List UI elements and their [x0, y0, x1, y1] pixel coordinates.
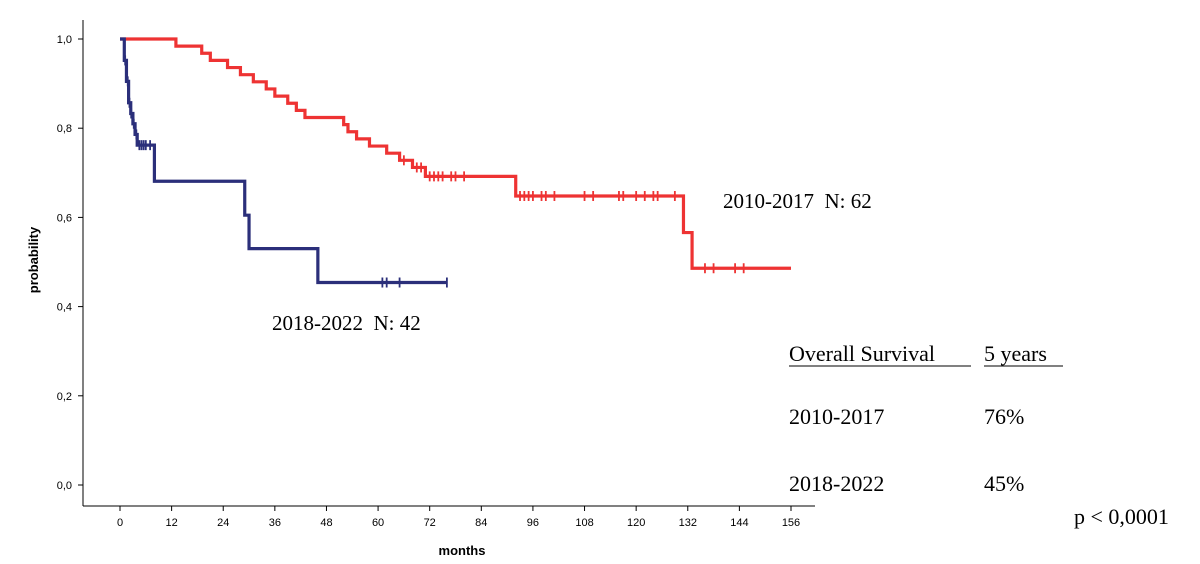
table-row2-value: 45% — [984, 471, 1024, 496]
series-1 — [120, 37, 448, 288]
x-tick-label: 24 — [217, 517, 229, 529]
x-tick-label: 96 — [527, 517, 539, 529]
series-line — [120, 37, 791, 270]
table-row1-label: 2010-2017 — [789, 404, 884, 429]
x-tick-label: 144 — [730, 517, 748, 529]
x-tick-label: 132 — [679, 517, 697, 529]
y-axis-title: probability — [26, 226, 41, 293]
series-layer — [120, 37, 791, 288]
x-tick-label: 12 — [165, 517, 177, 529]
p-value: p < 0,0001 — [1074, 504, 1169, 529]
y-tick-label: 0,8 — [57, 123, 72, 135]
table-header-left: Overall Survival — [789, 341, 935, 366]
x-tick-label: 120 — [627, 517, 645, 529]
axes — [82, 20, 815, 507]
x-tick-label: 48 — [320, 517, 332, 529]
table-row1-value: 76% — [984, 404, 1024, 429]
x-tick-label: 108 — [575, 517, 593, 529]
x-tick-label: 36 — [269, 517, 281, 529]
x-ticks: 0 12 24 36 48 60 72 84 96 108 120 132 144 156 — [117, 506, 800, 529]
x-tick-label: 0 — [117, 517, 123, 529]
x-axis-title: months — [439, 543, 486, 558]
x-tick-label: 60 — [372, 517, 384, 529]
series-0 — [120, 37, 791, 274]
table-header-right: 5 years — [984, 341, 1047, 366]
survival-table: Overall Survival 5 years 2010-2017 76% 2… — [789, 341, 1063, 496]
y-ticks: 0,0 0,2 0,4 0,6 0,8 1,0 — [57, 34, 83, 492]
y-tick-label: 0,6 — [57, 212, 72, 224]
y-tick-label: 0,4 — [57, 302, 72, 314]
y-tick-label: 0,2 — [57, 391, 72, 403]
series-line — [120, 37, 447, 285]
y-tick-label: 1,0 — [57, 34, 72, 46]
x-tick-label: 84 — [475, 517, 487, 529]
series-a-label: 2010-2017 N: 62 — [723, 189, 872, 213]
table-row2-label: 2018-2022 — [789, 471, 884, 496]
x-tick-label: 72 — [424, 517, 436, 529]
series-b-label: 2018-2022 N: 42 — [272, 311, 421, 335]
x-tick-label: 156 — [782, 517, 800, 529]
y-tick-label: 0,0 — [57, 480, 72, 492]
